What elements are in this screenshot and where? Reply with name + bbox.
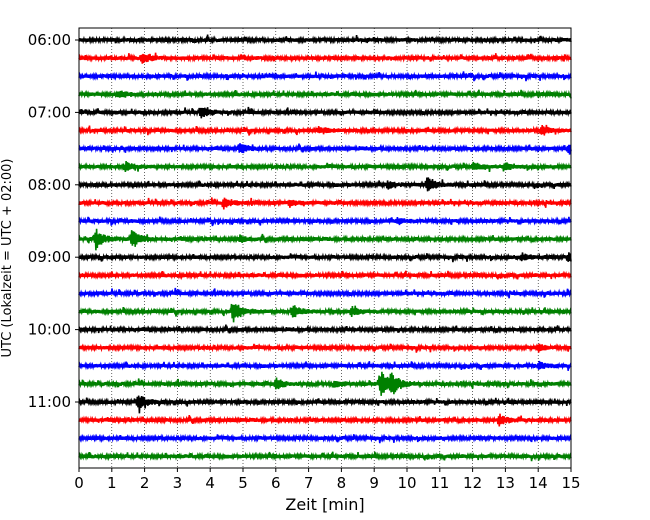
x-tick-label: 14 [529, 474, 548, 492]
x-tick-label: 6 [271, 474, 281, 492]
seismogram-trace [78, 433, 572, 444]
x-tick-label: 9 [369, 474, 379, 492]
trace-group [78, 34, 572, 462]
y-axis-label: UTC (Lokalzeit = UTC + 02:00) [0, 159, 15, 358]
seismogram-trace [78, 451, 572, 462]
y-tick-label: 09:00 [28, 248, 71, 266]
x-axis-ticks: 0 1 2 3 4 5 6 7 8 9 10 11 12 13 14 15 [74, 468, 581, 492]
seismogram-trace [78, 395, 572, 414]
seismogram-trace [78, 216, 572, 227]
x-tick-label: 5 [238, 474, 248, 492]
seismogram-trace [78, 342, 572, 353]
seismogram-trace [78, 177, 572, 192]
x-tick-label: 4 [205, 474, 215, 492]
x-tick-label: 1 [107, 474, 117, 492]
x-tick-label: 11 [430, 474, 449, 492]
seismogram-trace [78, 197, 572, 210]
y-tick-label: 10:00 [28, 321, 71, 339]
seismogram-trace [78, 71, 572, 82]
seismogram-trace [78, 324, 572, 335]
plot-frame [78, 27, 572, 469]
y-tick-label: 07:00 [28, 103, 71, 121]
y-tick-label: 11:00 [28, 393, 71, 411]
seismogram-trace [78, 287, 572, 299]
seismogram-trace [78, 371, 572, 396]
seismogram-trace [78, 252, 572, 263]
seismogram-trace [78, 124, 572, 136]
seismogram-trace [78, 228, 572, 251]
x-tick-label: 13 [496, 474, 515, 492]
y-axis-ticks: 06:00 07:00 08:00 09:00 10:00 11:00 [28, 31, 79, 411]
x-tick-label: 15 [561, 474, 580, 492]
seismogram-trace [78, 161, 572, 172]
seismogram-trace [78, 52, 572, 64]
seismogram-trace [78, 413, 572, 427]
seismogram-trace [78, 360, 572, 371]
x-tick-label: 10 [397, 474, 416, 492]
x-tick-label: 0 [74, 474, 84, 492]
vertical-gridlines [111, 28, 539, 468]
seismogram-trace [78, 89, 572, 100]
seismogram-trace [78, 34, 572, 45]
y-tick-label: 06:00 [28, 31, 71, 49]
x-axis-label: Zeit [min] [285, 495, 364, 514]
x-tick-label: 7 [304, 474, 314, 492]
seismogram-trace [78, 106, 572, 119]
x-tick-label: 2 [140, 474, 150, 492]
x-tick-label: 8 [337, 474, 347, 492]
seismogram-trace [78, 303, 572, 323]
seismogram-trace [78, 270, 572, 281]
y-tick-label: 08:00 [28, 176, 71, 194]
x-tick-label: 3 [173, 474, 183, 492]
x-tick-label: 12 [463, 474, 482, 492]
seismogram-trace [78, 143, 572, 155]
